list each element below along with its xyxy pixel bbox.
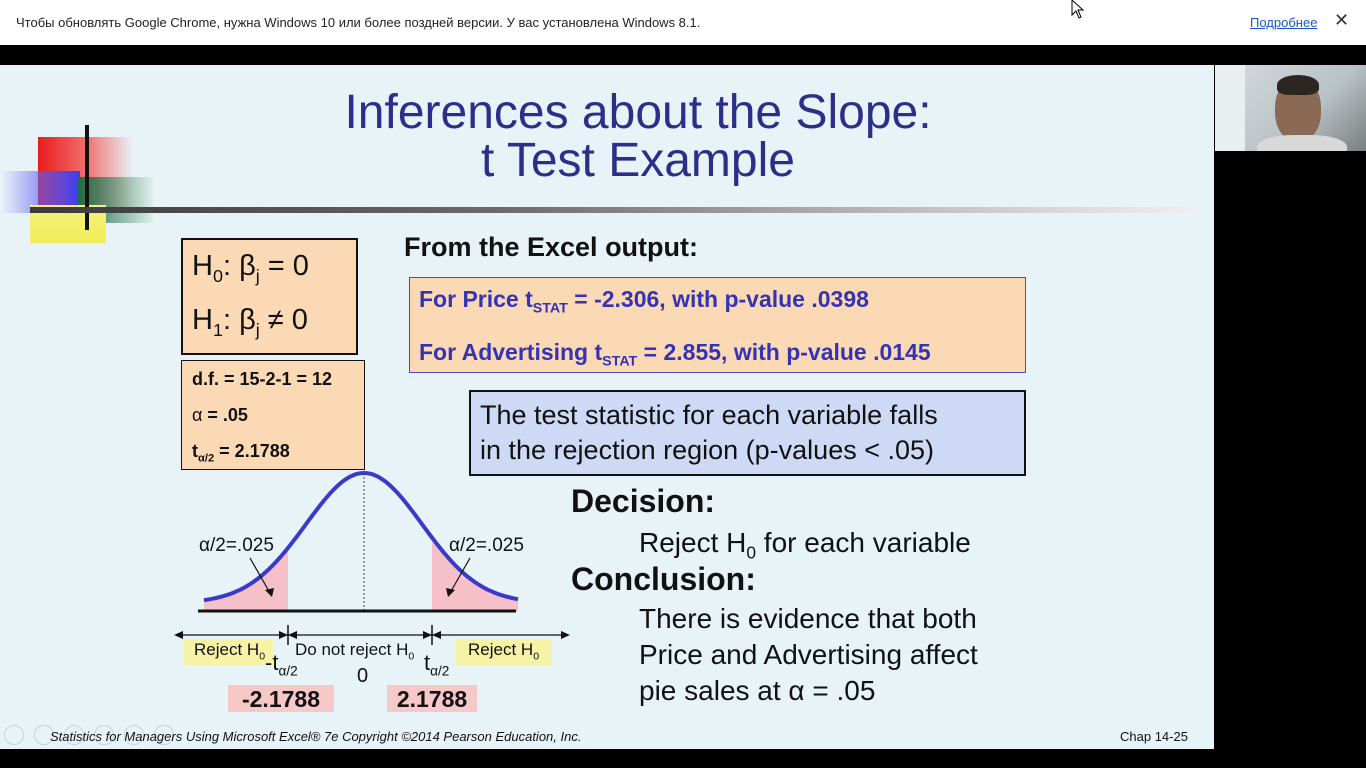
zero-label: 0 — [357, 665, 369, 687]
conclusion-line1: There is evidence that both — [639, 603, 977, 634]
nav-pen-icon[interactable] — [64, 725, 84, 745]
right-rejection-area — [432, 537, 518, 611]
learn-more-link[interactable]: Подробнее — [1250, 15, 1318, 30]
critical-t-value: tα/2 = 2.1788 — [192, 441, 290, 465]
nav-next-icon[interactable] — [154, 725, 174, 745]
right-arrowhead — [446, 588, 455, 597]
title-divider — [30, 207, 1198, 213]
alternative-hypothesis: H1: βj ≠ 0 — [192, 303, 308, 340]
reject-left-label: Reject H0 — [183, 639, 274, 666]
webcam-background — [1215, 65, 1245, 151]
info-bar-message: Чтобы обновлять Google Chrome, нужна Win… — [16, 15, 701, 30]
left-rejection-area — [204, 547, 288, 611]
hypotheses-box: H0: βj = 0 H1: βj ≠ 0 — [181, 238, 358, 355]
do-not-reject-label: Do not reject H0 — [295, 640, 415, 663]
webcam-person-shirt — [1257, 135, 1347, 151]
statement-line1: The test statistic for each variable fal… — [480, 400, 938, 430]
slide-title-line1: Inferences about the Slope: — [344, 86, 932, 139]
close-icon[interactable]: ✕ — [1334, 10, 1350, 30]
critical-value-left: -2.1788 — [228, 685, 334, 712]
negative-critical-label: -tα/2 — [265, 650, 298, 679]
left-tail-pointer — [249, 557, 271, 594]
nav-zoom-icon[interactable] — [124, 725, 144, 745]
advertising-result: For Advertising tSTAT = 2.855, with p-va… — [419, 339, 931, 370]
conclusion-heading: Conclusion: — [571, 561, 756, 597]
price-result: For Price tSTAT = -2.306, with p-value .… — [419, 286, 869, 317]
t-distribution-diagram — [174, 470, 570, 645]
presentation-slide: Inferences about the Slope: t Test Examp… — [0, 65, 1214, 749]
nav-slides-icon[interactable] — [94, 725, 114, 745]
left-arrowhead — [265, 588, 274, 597]
right-tail-label: α/2=.025 — [449, 535, 524, 556]
webcam-person-hair — [1277, 75, 1319, 95]
critical-value-right: 2.1788 — [387, 685, 477, 712]
parameters-box: d.f. = 15-2-1 = 12 α = .05 tα/2 = 2.1788 — [181, 360, 365, 470]
mouse-cursor-icon — [1071, 0, 1085, 19]
excel-output-heading: From the Excel output: — [404, 232, 699, 262]
t-distribution-curve — [203, 470, 519, 603]
excel-output-box: For Price tSTAT = -2.306, with p-value .… — [409, 277, 1026, 373]
conclusion-line3: pie sales at α = .05 — [639, 675, 876, 706]
left-tail-label: α/2=.025 — [199, 535, 274, 556]
degrees-of-freedom: d.f. = 15-2-1 = 12 — [192, 369, 333, 389]
slide-title-line2: t Test Example — [481, 134, 795, 187]
decor-vertical-line — [85, 125, 89, 230]
rejection-statement-box: The test statistic for each variable fal… — [469, 390, 1026, 476]
nav-pointer-icon[interactable] — [34, 725, 54, 745]
decision-heading: Decision: — [571, 483, 716, 519]
right-tail-pointer — [449, 557, 471, 594]
null-hypothesis: H0: βj = 0 — [192, 250, 309, 286]
statement-line2: in the rejection region (p-values < .05) — [480, 435, 935, 465]
webcam-feed — [1215, 65, 1366, 151]
decision-text: Reject H0 for each variable — [639, 527, 971, 563]
slide-footer: Statistics for Managers Using Microsoft … — [50, 729, 582, 744]
positive-critical-label: tα/2 — [424, 650, 450, 679]
alpha-value: α = .05 — [192, 405, 248, 425]
nav-prev-icon[interactable] — [4, 725, 24, 745]
slide-page-number: Chap 14-25 — [1120, 729, 1188, 744]
update-info-bar: Чтобы обновлять Google Chrome, нужна Win… — [0, 0, 1366, 45]
conclusion-line2: Price and Advertising affect — [639, 639, 978, 670]
reject-right-label: Reject H0 — [456, 639, 552, 666]
